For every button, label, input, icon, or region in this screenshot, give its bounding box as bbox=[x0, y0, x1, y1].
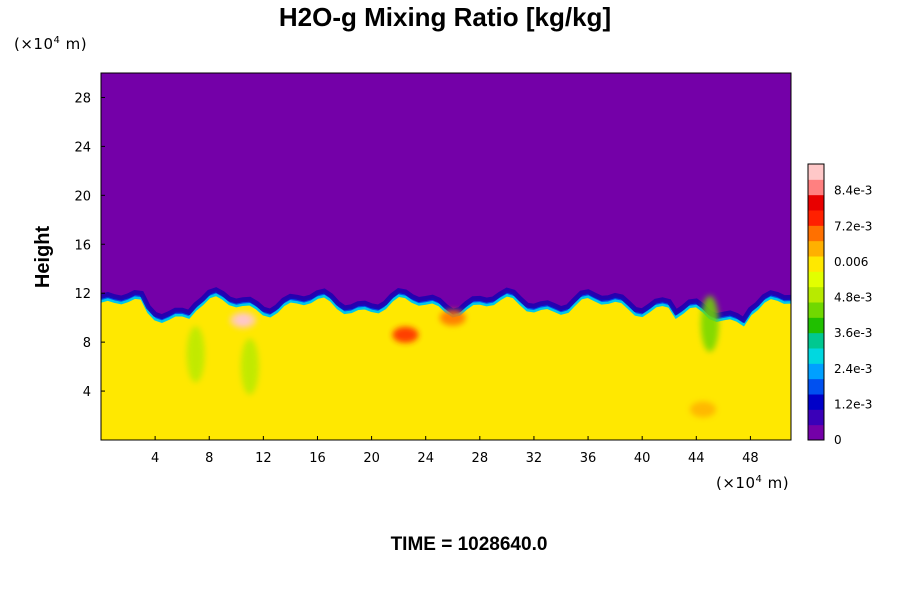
colorbar-swatch bbox=[808, 394, 824, 410]
colorbar-swatch bbox=[808, 164, 824, 180]
anomaly-layer bbox=[186, 295, 719, 418]
colorbar-tick-label: 8.4e-3 bbox=[834, 184, 872, 198]
x-tick-label: 16 bbox=[309, 451, 326, 466]
x-tick-label: 12 bbox=[255, 451, 272, 466]
y-tick-label: 12 bbox=[74, 287, 91, 302]
y-tick-label: 20 bbox=[74, 189, 91, 204]
colorbar-tick-label: 0.006 bbox=[834, 255, 868, 269]
colorbar-swatch bbox=[808, 348, 824, 364]
x-tick-label: 24 bbox=[417, 451, 434, 466]
colorbar-swatch bbox=[808, 332, 824, 349]
x-tick-label: 32 bbox=[526, 451, 543, 466]
colorbar-swatch bbox=[808, 302, 824, 318]
colorbar-swatch bbox=[808, 179, 824, 196]
y-axis-label: Height bbox=[32, 226, 54, 289]
y-unit-exponent: 4 bbox=[54, 35, 61, 46]
time-label: TIME = 1028640.0 bbox=[391, 534, 548, 555]
anomaly-blob bbox=[690, 401, 717, 418]
x-tick-label: 20 bbox=[363, 451, 380, 466]
colorbar-tick-label: 1.2e-3 bbox=[834, 397, 872, 411]
colorbar-swatch bbox=[808, 256, 824, 272]
colorbar-swatch bbox=[808, 317, 824, 334]
anomaly-blob bbox=[186, 326, 205, 383]
anomaly-core bbox=[237, 316, 250, 325]
colorbar-swatch bbox=[808, 225, 824, 242]
y-tick-label: 28 bbox=[74, 91, 91, 106]
colorbar-tick-label: 2.4e-3 bbox=[834, 362, 872, 376]
colorbar-frame bbox=[807, 163, 825, 441]
lower-moist-region bbox=[101, 294, 791, 440]
y-tick-label: 24 bbox=[74, 140, 91, 155]
colorbar-tick-label: 7.2e-3 bbox=[834, 219, 872, 233]
chart-title: H2O-g Mixing Ratio [kg/kg] bbox=[279, 2, 611, 32]
y-unit-suffix: m) bbox=[60, 35, 87, 53]
colorbar-tick-label: 0 bbox=[834, 433, 842, 447]
x-tick-label: 28 bbox=[472, 451, 489, 466]
colorbar-swatch bbox=[808, 409, 824, 426]
colorbar: 0 1.2e-3 2.4e-3 3.6e-3 4.8e-3 0.006 7.2e-3 8.4e… bbox=[807, 163, 872, 447]
x-tick-label: 36 bbox=[580, 451, 597, 466]
y-tick-label: 16 bbox=[74, 238, 91, 253]
transition-band-navy bbox=[101, 287, 791, 324]
anomaly-blob bbox=[439, 309, 466, 326]
colorbar-tick-label: 4.8e-3 bbox=[834, 291, 872, 305]
colorbar-swatch bbox=[808, 378, 824, 395]
y-tick-label: 8 bbox=[83, 336, 91, 351]
anomaly-blob bbox=[240, 338, 259, 395]
plot-frame bbox=[100, 72, 792, 441]
colorbar-swatch bbox=[808, 363, 824, 380]
anomaly-blob bbox=[700, 295, 719, 352]
x-unit-prefix: (×10 bbox=[716, 474, 756, 492]
colorbar-swatch bbox=[808, 286, 824, 303]
anomaly-blob bbox=[392, 326, 419, 343]
x-axis-ticks: 4 8 12 16 20 24 28 32 36 40 44 48 bbox=[151, 436, 759, 466]
x-tick-label: 40 bbox=[634, 451, 651, 466]
x-axis-unit: (×104 m) bbox=[716, 474, 789, 492]
x-tick-label: 44 bbox=[688, 451, 705, 466]
x-tick-label: 8 bbox=[205, 451, 213, 466]
plot-area bbox=[101, 73, 791, 440]
x-unit-exponent: 4 bbox=[756, 474, 763, 485]
y-axis-unit: (×104 m) bbox=[14, 35, 87, 53]
y-tick-label: 4 bbox=[83, 385, 91, 400]
colorbar-swatch bbox=[808, 194, 824, 211]
colorbar-swatch bbox=[808, 240, 824, 257]
x-tick-label: 4 bbox=[151, 451, 159, 466]
colorbar-swatch bbox=[808, 424, 824, 441]
y-unit-prefix: (×10 bbox=[14, 35, 54, 53]
x-tick-label: 48 bbox=[742, 451, 759, 466]
colorbar-tick-label: 3.6e-3 bbox=[834, 326, 872, 340]
colorbar-swatch bbox=[808, 210, 824, 226]
colorbar-swatch bbox=[808, 271, 824, 288]
x-unit-suffix: m) bbox=[762, 474, 789, 492]
y-axis-ticks: 4 8 12 16 20 24 28 bbox=[74, 91, 105, 400]
